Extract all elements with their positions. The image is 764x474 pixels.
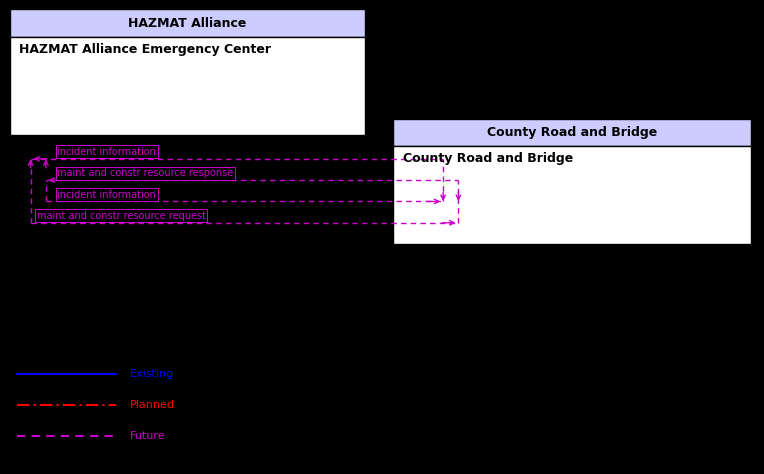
Text: Existing: Existing (130, 369, 174, 380)
Text: HAZMAT Alliance: HAZMAT Alliance (128, 17, 247, 30)
Text: County Road and Bridge: County Road and Bridge (403, 152, 573, 164)
Bar (393, 146, 751, 244)
Bar (10, 9, 365, 37)
Text: incident information: incident information (57, 190, 156, 200)
Text: County Road and Bridge: County Road and Bridge (487, 126, 657, 139)
Text: maint and constr resource request: maint and constr resource request (37, 211, 206, 221)
Text: Future: Future (130, 431, 166, 441)
Bar (393, 118, 751, 146)
Text: maint and constr resource response: maint and constr resource response (57, 168, 234, 178)
Bar (10, 37, 365, 135)
Text: Planned: Planned (130, 400, 175, 410)
Text: incident information: incident information (57, 147, 156, 157)
Text: HAZMAT Alliance Emergency Center: HAZMAT Alliance Emergency Center (19, 43, 271, 55)
